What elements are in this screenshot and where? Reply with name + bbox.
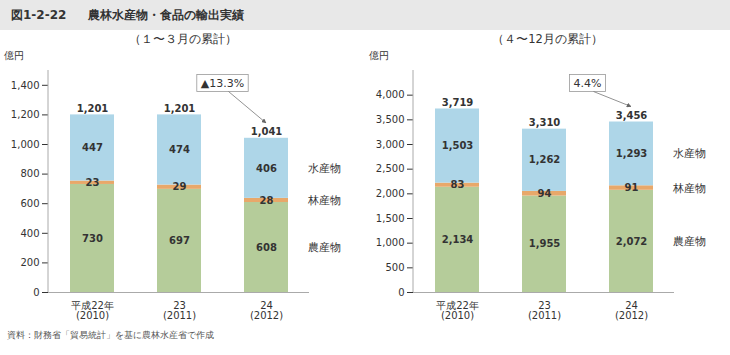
svg-text:1,503: 1,503	[442, 140, 474, 151]
svg-text:24(2012): 24(2012)	[615, 300, 648, 321]
svg-text:0: 0	[33, 287, 39, 298]
svg-text:474: 474	[169, 144, 190, 155]
svg-text:水産物: 水産物	[673, 147, 706, 160]
svg-text:1,201: 1,201	[164, 103, 196, 114]
svg-text:億円: 億円	[369, 50, 389, 61]
svg-text:林産物: 林産物	[672, 182, 706, 195]
svg-text:29: 29	[173, 181, 187, 192]
html-text:農林水産物・食品の輸出実績: 農林水産物・食品の輸出実績	[88, 7, 245, 22]
svg-text:3,456: 3,456	[616, 110, 648, 121]
svg-text:▲13.3%: ▲13.3%	[201, 77, 244, 90]
svg-text:400: 400	[20, 228, 39, 239]
svg-text:447: 447	[82, 142, 103, 153]
svg-text:3,310: 3,310	[529, 117, 561, 128]
html-text:図1-2-22: 図1-2-22	[11, 7, 67, 22]
svg-text:1,201: 1,201	[77, 103, 109, 114]
svg-text:1,955: 1,955	[529, 238, 561, 249]
svg-text:1,000: 1,000	[11, 139, 40, 150]
svg-text:23(2011): 23(2011)	[163, 300, 196, 321]
svg-text:500: 500	[385, 262, 404, 273]
svg-text:水産物: 水産物	[308, 162, 341, 175]
svg-text:2,134: 2,134	[442, 234, 474, 245]
svg-text:1,262: 1,262	[529, 154, 561, 165]
svg-text:平成22年(2010): 平成22年(2010)	[436, 300, 479, 321]
svg-text:農産物: 農産物	[673, 235, 706, 248]
svg-text:0: 0	[398, 287, 404, 298]
svg-text:91: 91	[625, 182, 639, 193]
svg-text:農産物: 農産物	[308, 241, 341, 254]
svg-text:800: 800	[20, 168, 39, 179]
svg-text:406: 406	[256, 163, 277, 174]
svg-text:1,200: 1,200	[11, 109, 40, 120]
svg-text:23: 23	[86, 177, 100, 188]
svg-text:平成22年(2010): 平成22年(2010)	[71, 300, 114, 321]
svg-text:3,500: 3,500	[376, 114, 405, 125]
svg-text:23(2011): 23(2011)	[528, 300, 561, 321]
svg-text:28: 28	[260, 195, 274, 206]
svg-text:1,400: 1,400	[11, 80, 40, 91]
svg-text:730: 730	[82, 233, 103, 244]
svg-text:1,293: 1,293	[616, 148, 648, 159]
html-text:（４〜12月の累計）: （４〜12月の累計）	[492, 32, 603, 46]
svg-text:4.4%: 4.4%	[574, 77, 602, 90]
svg-text:3,000: 3,000	[376, 139, 405, 150]
svg-text:林産物: 林産物	[307, 194, 341, 207]
svg-text:200: 200	[20, 257, 39, 268]
svg-text:1,500: 1,500	[376, 213, 405, 224]
svg-text:24(2012): 24(2012)	[250, 300, 283, 321]
svg-text:億円: 億円	[4, 50, 24, 61]
svg-text:2,000: 2,000	[376, 188, 405, 199]
svg-text:608: 608	[256, 242, 277, 253]
svg-text:1,000: 1,000	[376, 237, 405, 248]
svg-text:697: 697	[169, 235, 190, 246]
html-text:（１〜３月の累計）: （１〜３月の累計）	[128, 32, 237, 46]
svg-text:2,072: 2,072	[616, 236, 648, 247]
svg-text:3,719: 3,719	[442, 97, 474, 108]
html-text:資料：財務省「貿易統計」を基に農林水産省で作成: 資料：財務省「貿易統計」を基に農林水産省で作成	[7, 330, 214, 340]
svg-text:1,041: 1,041	[251, 126, 283, 137]
svg-text:4,000: 4,000	[376, 89, 405, 100]
svg-text:83: 83	[451, 179, 465, 190]
svg-text:94: 94	[538, 188, 552, 199]
svg-text:2,500: 2,500	[376, 163, 405, 174]
svg-text:600: 600	[20, 198, 39, 209]
